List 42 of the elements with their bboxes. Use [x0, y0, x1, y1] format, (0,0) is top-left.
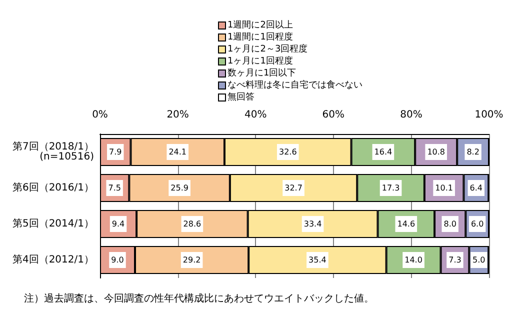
x-tick-label: 20% [166, 110, 189, 120]
legend-label: 無回答 [228, 92, 254, 102]
legend-label: 1ヶ月に2～3回程度 [228, 44, 308, 54]
data-label: 6.0 [470, 220, 484, 228]
data-label: 33.4 [304, 220, 322, 228]
data-label: 10.8 [427, 148, 445, 156]
data-label: 29.2 [182, 256, 201, 264]
data-label: 6.4 [470, 184, 483, 192]
data-label: 5.0 [472, 256, 486, 264]
data-label: 35.4 [308, 256, 326, 264]
data-label: 32.7 [284, 184, 302, 192]
data-label: 25.9 [170, 184, 188, 192]
y-tick-label: 第6回（2016/1） [12, 182, 94, 194]
data-label: 14.6 [397, 220, 416, 228]
data-label: 28.6 [183, 220, 202, 228]
data-label: 8.2 [466, 148, 480, 156]
data-label: 14.0 [404, 256, 422, 264]
x-tick-label: 60% [322, 110, 345, 120]
y-tick-label: 第5回（2014/1） [12, 218, 94, 230]
legend-label: 1週間に2回以上 [228, 20, 293, 30]
x-tick-label: 100% [474, 110, 504, 120]
text: 注）過去調査は、今回調査の性年代構成比にあわせてウエイトバックした値。 [24, 292, 374, 304]
data-label: 7.9 [109, 148, 122, 156]
data-label: 9.0 [111, 256, 124, 264]
data-label: 8.0 [444, 220, 456, 228]
legend-label: 1ヶ月に1回程度 [228, 56, 293, 66]
x-tick-label: 0% [92, 110, 108, 120]
data-label: 32.6 [278, 148, 297, 156]
data-label: 24.1 [168, 148, 187, 156]
data-label: 7.3 [448, 256, 462, 264]
data-label: 17.3 [382, 184, 400, 192]
data-label: 16.4 [374, 148, 392, 156]
x-tick-label: 80% [400, 110, 422, 120]
data-label: 7.5 [108, 184, 121, 192]
legend-label: 数ヶ月に1回以下 [228, 68, 296, 78]
data-label: 9.4 [112, 220, 125, 228]
legend-label: 1週間に1回程度 [228, 32, 293, 42]
y-tick-label: 第7回（2018/1） (n=10516) [12, 140, 94, 162]
data-label: 10.1 [435, 184, 453, 192]
y-tick-label: 第4回（2012/1） [12, 254, 94, 266]
legend-label: なべ料理は冬に自宅では食べない [228, 80, 362, 90]
x-tick-label: 40% [244, 110, 267, 120]
